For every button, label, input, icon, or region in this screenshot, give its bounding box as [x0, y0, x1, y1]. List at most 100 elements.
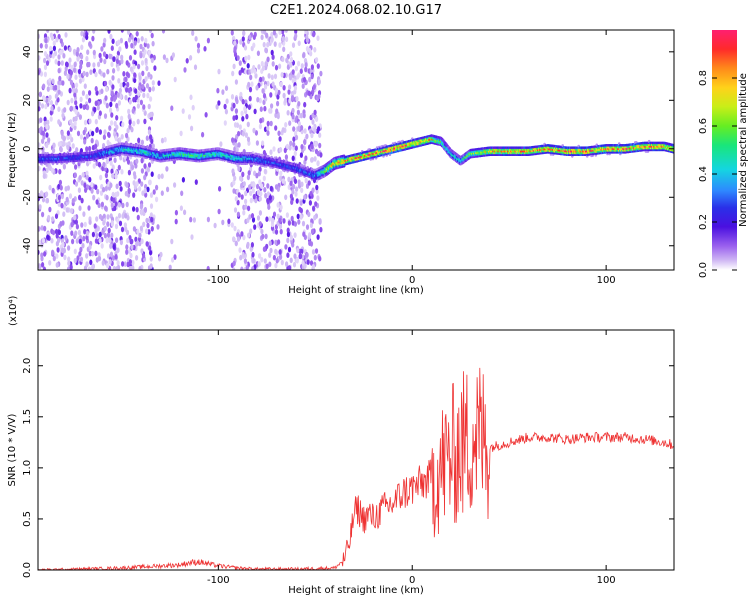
- heatmap-cell: [245, 113, 249, 120]
- heatmap-cell: [96, 104, 100, 111]
- heatmap-cell: [122, 71, 126, 77]
- heatmap-cell: [136, 103, 140, 109]
- heatmap-cell: [48, 184, 52, 191]
- heatmap-cell: [312, 31, 316, 38]
- heatmap-cell: [244, 204, 248, 210]
- heatmap-cell: [284, 30, 288, 33]
- heatmap-cell: [88, 41, 92, 47]
- heatmap-cell: [98, 129, 102, 135]
- heatmap-cell: [297, 101, 301, 107]
- heatmap-cell: [185, 58, 189, 64]
- heatmap-cell: [137, 137, 141, 144]
- heatmap-cell: [150, 226, 154, 232]
- heatmap-cell: [316, 63, 320, 69]
- heatmap-cell: [73, 248, 77, 255]
- heatmap-cell: [86, 49, 90, 55]
- heatmap-cell: [308, 76, 312, 83]
- heatmap-cell: [294, 65, 298, 72]
- heatmap-cell: [278, 217, 282, 224]
- heatmap-cell: [252, 42, 256, 49]
- heatmap-cell: [148, 30, 153, 34]
- heatmap-cell: [114, 253, 118, 260]
- heatmap-cell: [139, 225, 143, 232]
- heatmap-cell: [73, 61, 77, 68]
- heatmap-cell: [249, 197, 253, 204]
- heatmap-cell: [268, 252, 272, 258]
- heatmap-cell: [264, 84, 268, 90]
- heatmap-cell: [311, 112, 315, 119]
- heatmap-cell: [56, 84, 61, 91]
- heatmap-cell: [54, 228, 59, 235]
- heatmap-cell: [111, 84, 115, 90]
- heatmap-cell: [244, 198, 248, 205]
- heatmap-cell: [191, 30, 195, 36]
- heatmap-cell: [316, 234, 320, 240]
- heatmap-cell: [272, 30, 276, 36]
- heatmap-cell: [110, 202, 114, 209]
- heatmap-cell: [69, 264, 73, 270]
- heatmap-cell: [87, 30, 91, 33]
- heatmap-cell: [206, 216, 210, 223]
- heatmap-cell: [148, 179, 152, 186]
- heatmap-cell: [45, 60, 50, 66]
- heatmap-cell: [293, 150, 297, 157]
- heatmap-cell: [151, 80, 155, 86]
- heatmap-cell: [105, 158, 109, 165]
- heatmap-cell: [292, 141, 296, 148]
- heatmap-cell: [243, 258, 247, 264]
- heatmap-cell: [299, 112, 304, 119]
- heatmap-cell: [251, 266, 255, 270]
- heatmap-cell: [60, 247, 65, 254]
- heatmap-cell: [242, 181, 246, 187]
- heatmap-cell: [135, 206, 139, 213]
- heatmap-cell: [221, 89, 225, 95]
- heatmap-cell: [145, 65, 149, 72]
- heatmap-cell: [110, 96, 114, 102]
- heatmap-cell: [102, 72, 106, 78]
- heatmap-cell: [307, 90, 311, 97]
- heatmap-cell: [43, 64, 48, 71]
- heatmap-cell: [266, 80, 270, 87]
- heatmap-cell: [262, 246, 266, 252]
- heatmap-cell: [105, 194, 109, 201]
- heatmap-cell: [233, 46, 237, 52]
- heatmap-cell: [245, 265, 249, 270]
- heatmap-cell: [94, 100, 98, 107]
- heatmap-cell: [52, 147, 56, 154]
- heatmap-cell: [85, 34, 89, 41]
- heatmap-cell: [132, 120, 136, 127]
- heatmap-cell: [241, 171, 245, 178]
- heatmap-cell: [91, 35, 95, 42]
- heatmap-cell: [88, 219, 92, 225]
- heatmap-cell: [73, 124, 77, 131]
- heatmap-cell: [244, 190, 248, 197]
- heatmap-cell: [88, 90, 92, 96]
- heatmap-cell: [278, 223, 283, 230]
- heatmap-cell: [54, 213, 59, 219]
- heatmap-cell: [135, 158, 139, 165]
- heatmap-cell: [256, 96, 260, 103]
- heatmap-cell: [281, 36, 286, 42]
- heatmap-cell: [246, 241, 250, 248]
- heatmap-cell: [240, 231, 244, 237]
- heatmap-cell: [277, 239, 281, 245]
- heatmap-cell: [78, 205, 82, 211]
- heatmap-cell: [232, 102, 236, 109]
- heatmap-cell: [102, 161, 106, 168]
- heatmap-cell: [313, 214, 317, 221]
- heatmap-cell: [157, 80, 161, 86]
- heatmap-cell: [69, 79, 74, 86]
- heatmap-cell: [289, 140, 293, 147]
- heatmap-cell: [256, 215, 261, 221]
- heatmap-cell: [79, 134, 83, 140]
- heatmap-cell: [316, 195, 320, 201]
- heatmap-cell: [74, 181, 79, 187]
- heatmap-cell: [81, 36, 85, 43]
- heatmap-cell: [232, 188, 236, 194]
- heatmap-cell: [308, 232, 312, 238]
- heatmap-cell: [108, 237, 112, 244]
- heatmap-cell: [271, 195, 275, 201]
- heatmap-cell: [313, 254, 317, 261]
- heatmap-cell: [150, 57, 154, 64]
- heatmap-cell: [103, 58, 107, 65]
